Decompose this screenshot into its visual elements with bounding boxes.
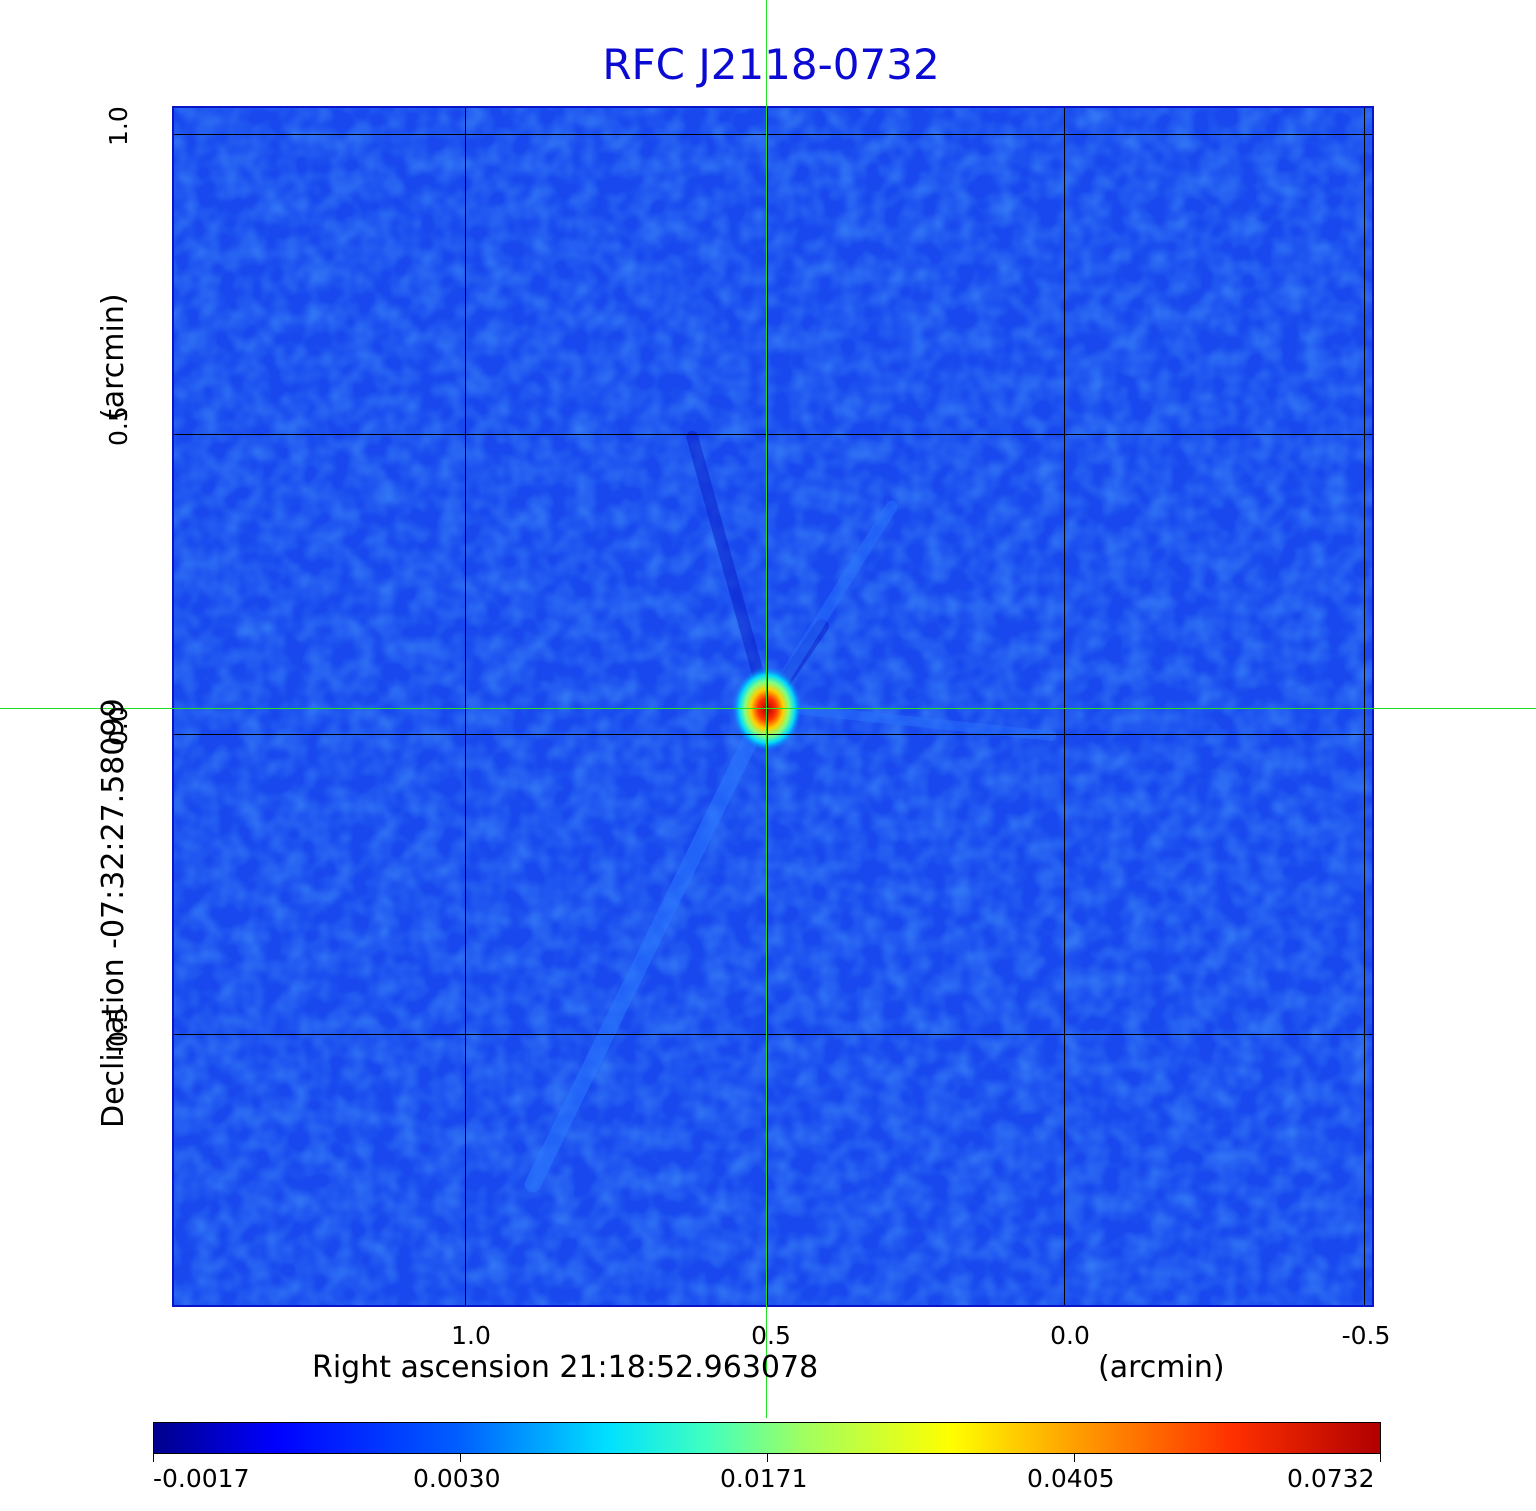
y-tick-label: 1.0 — [104, 106, 133, 146]
colorbar-tick-label: 0.0732 — [1287, 1464, 1375, 1493]
grid-line-ra-0.5 — [767, 108, 768, 1305]
sidelobe-streaks — [524, 430, 1057, 1193]
x-tick-label: -0.5 — [1341, 1321, 1391, 1350]
x-tick-label: 0.5 — [751, 1321, 791, 1350]
colorbar-tick-mark — [1074, 1454, 1075, 1462]
colorbar-tick-label: 0.0030 — [413, 1464, 501, 1493]
radio-intensity-map — [174, 108, 1372, 1305]
radio-image-panel[interactable] — [172, 106, 1374, 1307]
grid-line-dec--0.5 — [174, 1034, 1372, 1035]
x-axis-label: Right ascension 21:18:52.963078 — [312, 1350, 819, 1385]
x-tick-label: 1.0 — [451, 1321, 491, 1350]
colorbar-tick-mark — [767, 1454, 768, 1462]
grid-line-ra-1.0 — [465, 108, 466, 1305]
colorbar-tick-label: -0.0017 — [153, 1464, 250, 1493]
y-axis-label: Declination -07:32:27.58099 — [96, 698, 131, 1128]
colorbar-tick-mark — [1380, 1454, 1381, 1462]
grid-line-ra--0.5 — [1364, 108, 1365, 1305]
grid-line-dec-0.5 — [174, 434, 1372, 435]
grid-line-ra-0.0 — [1064, 108, 1065, 1305]
plot-title: RFC J2118-0732 — [602, 40, 940, 89]
x-axis-unit: (arcmin) — [1098, 1350, 1225, 1385]
colorbar-tick-mark — [153, 1454, 154, 1462]
colorbar-tick-label: 0.0171 — [720, 1464, 808, 1493]
colorbar — [153, 1422, 1381, 1454]
grid-line-dec-0.0 — [174, 734, 1372, 735]
y-axis-unit: (arcmin) — [96, 293, 131, 420]
crosshair-horizontal[interactable] — [0, 708, 1536, 709]
crosshair-vertical[interactable] — [766, 0, 767, 1418]
colorbar-tick-mark — [460, 1454, 461, 1462]
x-tick-label: 0.0 — [1050, 1321, 1090, 1350]
grid-line-dec-1.0 — [174, 134, 1372, 135]
colorbar-tick-label: 0.0405 — [1027, 1464, 1115, 1493]
